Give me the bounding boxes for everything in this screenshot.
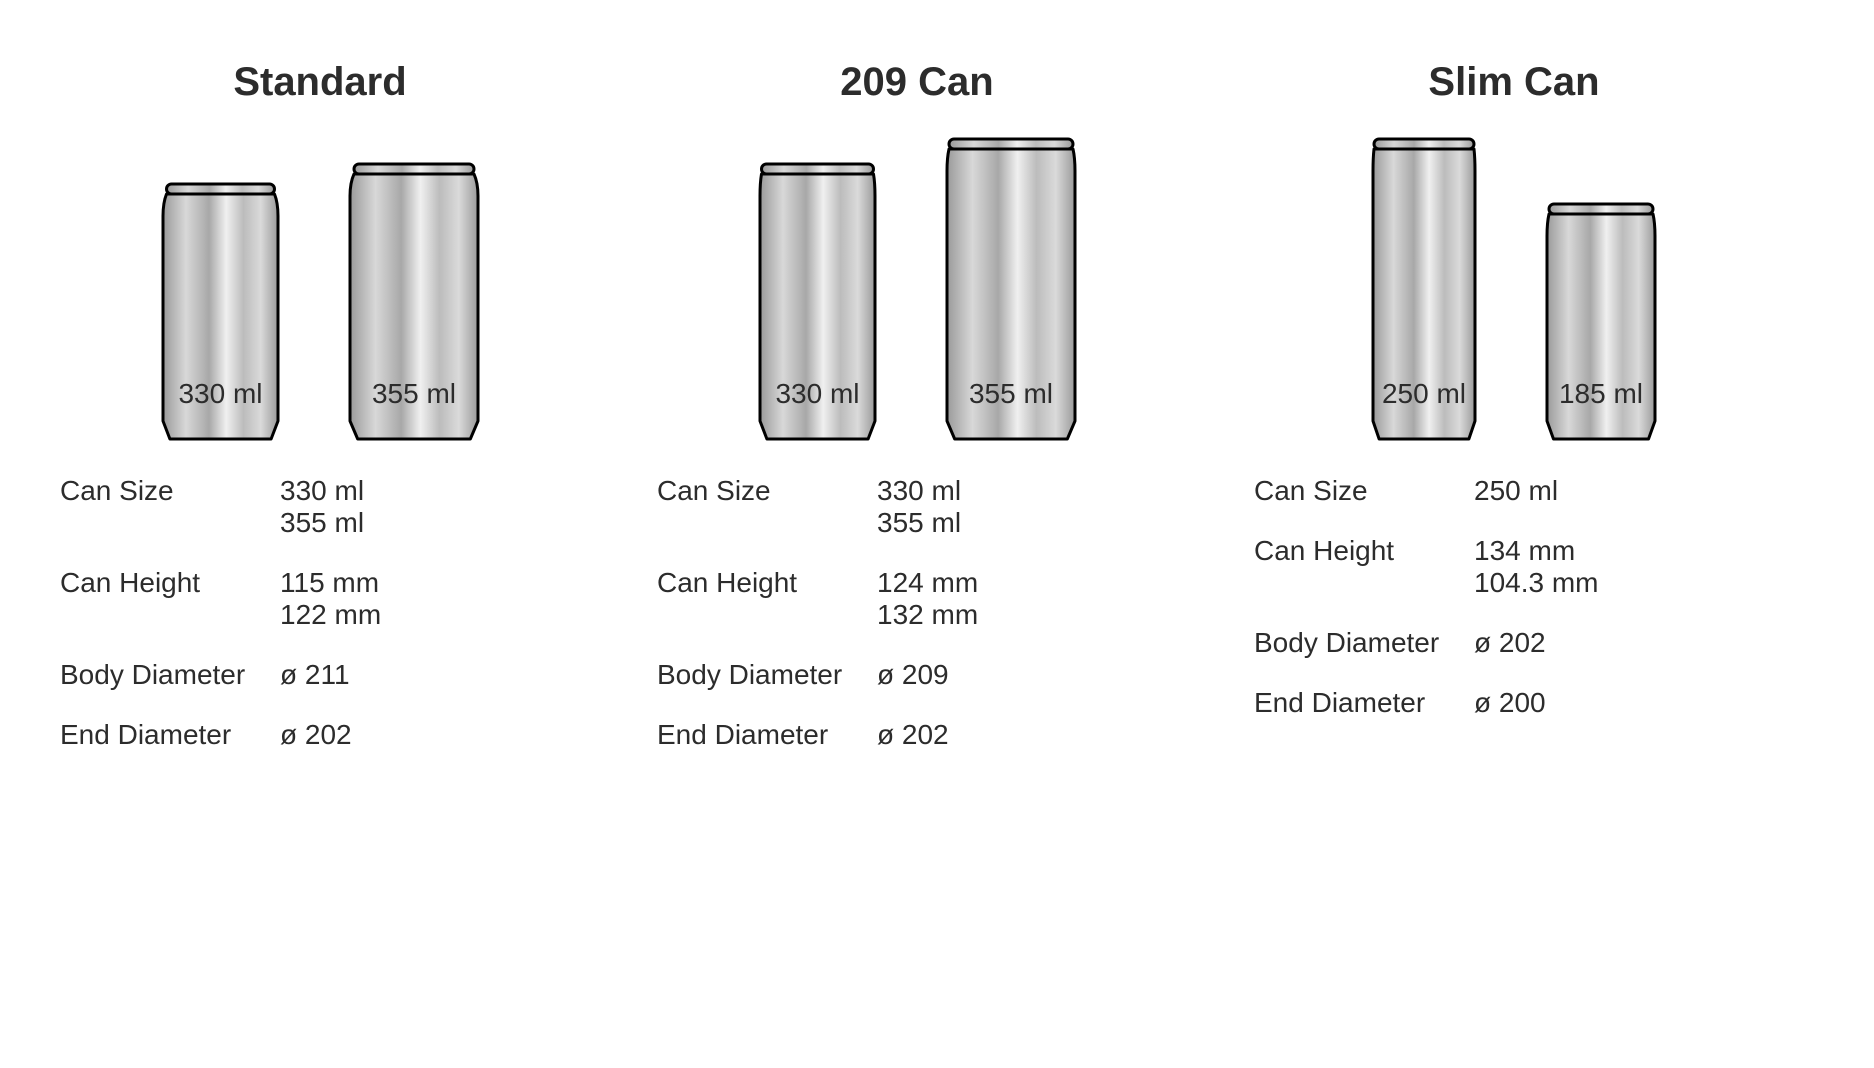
spec-values: 330 ml355 ml <box>877 475 961 539</box>
spec-values: 115 mm122 mm <box>280 567 381 631</box>
spec-row: Can Height124 mm132 mm <box>657 567 1177 631</box>
spec-values: ø 202 <box>1474 627 1546 659</box>
cans-row: 330 ml 355 ml <box>657 125 1177 445</box>
spec-value: 122 mm <box>280 599 381 631</box>
spec-label: Can Size <box>60 475 280 539</box>
spec-row: Body Diameterø 211 <box>60 659 580 691</box>
svg-text:330 ml: 330 ml <box>178 378 262 409</box>
column-title: Slim Can <box>1428 60 1599 105</box>
can-illustration: 355 ml <box>941 133 1081 445</box>
spec-values: 330 ml355 ml <box>280 475 364 539</box>
spec-value: 132 mm <box>877 599 978 631</box>
can-size-infographic: Standard 330 ml 355 ml Can Size330 ml355… <box>0 0 1874 1068</box>
column-title: 209 Can <box>840 60 993 105</box>
column-1: 209 Can 330 ml 355 ml Can Size330 ml355 … <box>657 60 1177 1068</box>
spec-label: Can Height <box>657 567 877 631</box>
spec-row: Body Diameterø 202 <box>1254 627 1774 659</box>
spec-values: ø 209 <box>877 659 949 691</box>
spec-label: End Diameter <box>657 719 877 751</box>
cans-row: 330 ml 355 ml <box>60 125 580 445</box>
spec-label: Body Diameter <box>657 659 877 691</box>
can-illustration: 250 ml <box>1367 133 1481 445</box>
spec-value: 330 ml <box>280 475 364 507</box>
spec-values: 250 ml <box>1474 475 1558 507</box>
spec-row: Can Size330 ml355 ml <box>60 475 580 539</box>
spec-row: Can Size250 ml <box>1254 475 1774 507</box>
spec-value: 355 ml <box>280 507 364 539</box>
svg-text:355 ml: 355 ml <box>968 378 1052 409</box>
spec-row: End Diameterø 202 <box>657 719 1177 751</box>
spec-label: End Diameter <box>1254 687 1474 719</box>
spec-value: 330 ml <box>877 475 961 507</box>
spec-row: Can Size330 ml355 ml <box>657 475 1177 539</box>
can-illustration: 185 ml <box>1541 198 1661 445</box>
column-2: Slim Can 250 ml 185 ml Can Size250 mlCan… <box>1254 60 1774 1068</box>
svg-text:185 ml: 185 ml <box>1559 378 1643 409</box>
spec-row: Can Height134 mm104.3 mm <box>1254 535 1774 599</box>
spec-value: 134 mm <box>1474 535 1599 567</box>
specs-table: Can Size330 ml355 mlCan Height124 mm132 … <box>657 475 1177 779</box>
spec-row: End Diameterø 202 <box>60 719 580 751</box>
spec-value: ø 202 <box>1474 627 1546 659</box>
spec-value: ø 211 <box>280 659 350 691</box>
spec-label: Can Height <box>1254 535 1474 599</box>
spec-label: Body Diameter <box>60 659 280 691</box>
spec-label: Can Size <box>657 475 877 539</box>
spec-value: 124 mm <box>877 567 978 599</box>
spec-value: 104.3 mm <box>1474 567 1599 599</box>
svg-text:250 ml: 250 ml <box>1382 378 1466 409</box>
can-illustration: 330 ml <box>157 178 284 445</box>
spec-value: ø 202 <box>877 719 949 751</box>
cans-row: 250 ml 185 ml <box>1254 125 1774 445</box>
spec-values: ø 202 <box>877 719 949 751</box>
can-illustration: 355 ml <box>344 158 484 445</box>
spec-values: ø 211 <box>280 659 350 691</box>
spec-label: Can Size <box>1254 475 1474 507</box>
spec-label: End Diameter <box>60 719 280 751</box>
spec-value: ø 209 <box>877 659 949 691</box>
spec-label: Body Diameter <box>1254 627 1474 659</box>
svg-text:355 ml: 355 ml <box>371 378 455 409</box>
spec-row: Can Height115 mm122 mm <box>60 567 580 631</box>
column-title: Standard <box>233 60 406 105</box>
spec-value: ø 202 <box>280 719 352 751</box>
spec-values: 124 mm132 mm <box>877 567 978 631</box>
specs-table: Can Size250 mlCan Height134 mm104.3 mmBo… <box>1254 475 1774 747</box>
spec-values: 134 mm104.3 mm <box>1474 535 1599 599</box>
spec-value: 250 ml <box>1474 475 1558 507</box>
spec-row: End Diameterø 200 <box>1254 687 1774 719</box>
spec-value: 355 ml <box>877 507 961 539</box>
spec-value: ø 200 <box>1474 687 1546 719</box>
svg-text:330 ml: 330 ml <box>775 378 859 409</box>
can-illustration: 330 ml <box>754 158 881 445</box>
spec-value: 115 mm <box>280 567 381 599</box>
spec-values: ø 202 <box>280 719 352 751</box>
spec-label: Can Height <box>60 567 280 631</box>
specs-table: Can Size330 ml355 mlCan Height115 mm122 … <box>60 475 580 779</box>
spec-values: ø 200 <box>1474 687 1546 719</box>
column-0: Standard 330 ml 355 ml Can Size330 ml355… <box>60 60 580 1068</box>
spec-row: Body Diameterø 209 <box>657 659 1177 691</box>
